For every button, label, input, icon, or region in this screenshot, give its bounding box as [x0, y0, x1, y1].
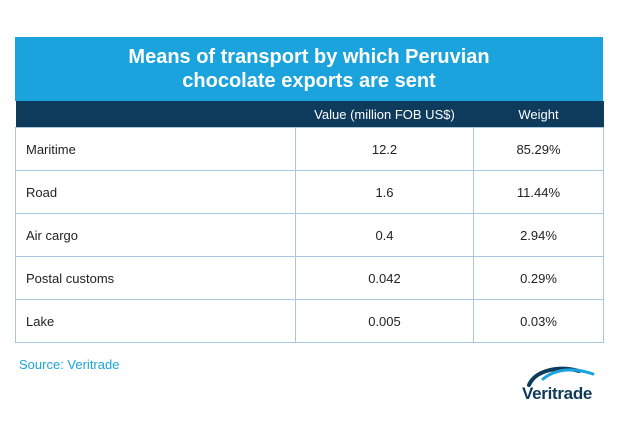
row-weight: 85.29% — [473, 127, 604, 171]
veritrade-logo: Veritrade — [519, 365, 607, 409]
transport-table: Value (million FOB US$) Weight Maritime … — [15, 101, 604, 343]
column-header-value: Value (million FOB US$) — [295, 101, 474, 128]
row-label: Air cargo — [15, 213, 296, 257]
table-row: Maritime 12.2 85.29% — [15, 127, 604, 171]
row-value: 1.6 — [295, 170, 474, 214]
row-value: 0.042 — [295, 256, 474, 300]
table-row: Postal customs 0.042 0.29% — [15, 256, 604, 300]
column-header-mode — [15, 101, 296, 128]
table-row: Air cargo 0.4 2.94% — [15, 213, 604, 257]
row-label: Lake — [15, 299, 296, 343]
row-label: Postal customs — [15, 256, 296, 300]
column-header-weight: Weight — [473, 101, 604, 128]
row-value: 0.005 — [295, 299, 474, 343]
row-weight: 0.29% — [473, 256, 604, 300]
row-value: 0.4 — [295, 213, 474, 257]
table-header-row: Value (million FOB US$) Weight — [15, 101, 604, 128]
row-weight: 11.44% — [473, 170, 604, 214]
source-note: Source: Veritrade — [19, 357, 120, 372]
row-label: Road — [15, 170, 296, 214]
logo-swoosh-icon — [527, 366, 595, 387]
logo-wordmark: Veritrade — [522, 384, 593, 403]
table-row: Lake 0.005 0.03% — [15, 299, 604, 343]
row-weight: 2.94% — [473, 213, 604, 257]
row-label: Maritime — [15, 127, 296, 171]
table-row: Road 1.6 11.44% — [15, 170, 604, 214]
chart-title-line-1: Means of transport by which Peruvian — [128, 46, 490, 68]
row-weight: 0.03% — [473, 299, 604, 343]
chart-title: Means of transport by which Peruvian cho… — [15, 37, 603, 101]
chart-title-line-2: chocolate exports are sent — [182, 70, 436, 92]
row-value: 12.2 — [295, 127, 474, 171]
